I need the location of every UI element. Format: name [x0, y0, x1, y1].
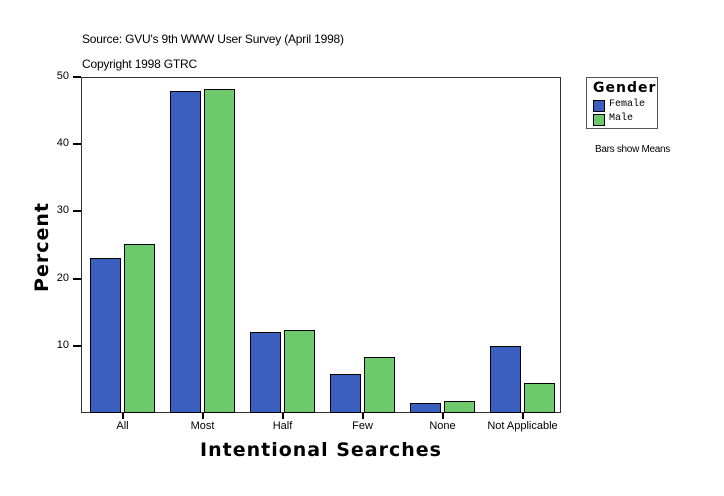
x-tick-label: None	[429, 420, 456, 432]
legend-swatch-female	[593, 100, 605, 112]
chart-copyright: Copyright 1998 GTRC	[82, 57, 197, 71]
x-tick-label: Half	[272, 420, 293, 432]
y-tick-label: 40	[56, 137, 69, 150]
legend: Gender Female Male	[586, 77, 658, 129]
bar-male-few	[364, 356, 395, 413]
x-tick	[521, 413, 524, 419]
x-tick-label: Most	[190, 420, 215, 432]
bar-female-few	[330, 374, 361, 413]
bar-female-none	[410, 402, 441, 413]
y-tick-label: 20	[56, 271, 69, 284]
x-tick-label: Few	[352, 420, 373, 432]
y-tick-label: 10	[56, 338, 69, 351]
x-tick	[361, 413, 364, 419]
legend-swatch-male	[593, 114, 605, 126]
legend-label-male: Male	[609, 113, 634, 124]
bar-female-half	[250, 331, 281, 413]
bar-male-most	[204, 89, 235, 413]
bar-male-half	[284, 329, 315, 413]
bar-female-all	[90, 257, 121, 413]
legend-title: Gender	[593, 80, 657, 96]
x-tick	[121, 413, 124, 419]
x-tick	[441, 413, 444, 419]
x-tick-label: Not Applicable	[487, 420, 558, 432]
plot-area	[81, 77, 561, 413]
chart-source: Source: GVU's 9th WWW User Survey (April…	[82, 32, 344, 46]
y-tick	[73, 76, 81, 78]
bar-male-not-applicable	[524, 382, 555, 413]
x-tick	[281, 413, 284, 419]
x-tick-label: All	[116, 420, 129, 432]
y-tick-label: 50	[56, 70, 69, 82]
bar-male-none	[444, 400, 475, 413]
y-tick	[73, 143, 81, 146]
y-tick	[73, 210, 81, 213]
x-tick	[201, 413, 204, 419]
bar-male-all	[124, 244, 155, 413]
bars-note: Bars show Means	[595, 144, 670, 155]
y-tick	[73, 277, 81, 280]
y-axis-title: Percent	[31, 202, 53, 292]
legend-label-female: Female	[609, 99, 646, 110]
y-tick-label: 30	[56, 204, 69, 217]
bar-female-not-applicable	[490, 346, 521, 413]
bar-female-most	[170, 91, 201, 413]
x-axis-title: Intentional Searches	[200, 439, 442, 461]
y-tick	[73, 344, 81, 347]
